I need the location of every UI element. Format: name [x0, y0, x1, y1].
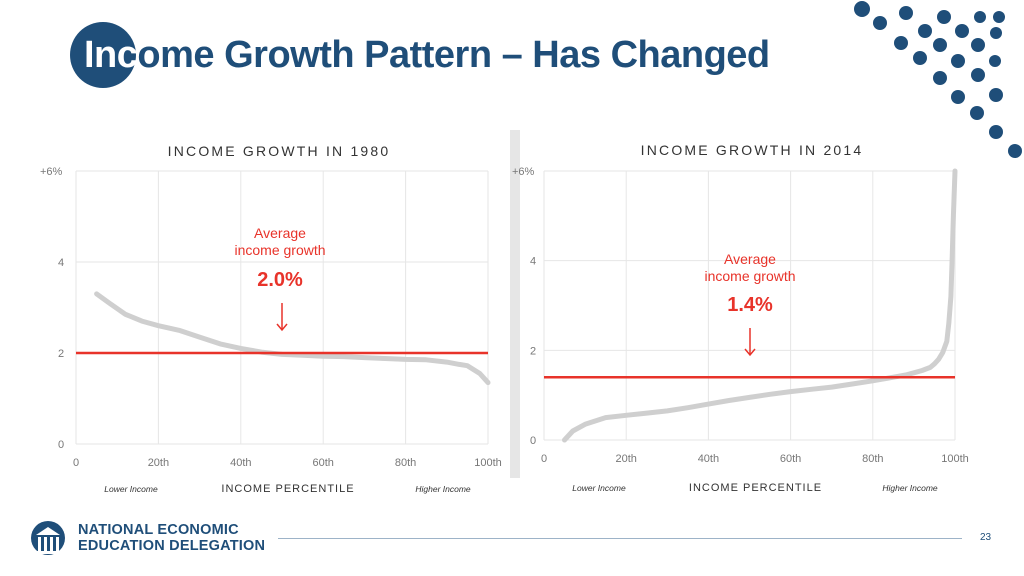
charts-area: INCOME GROWTH IN 1980 0 2 4 +6% 0 20th 40th 60th… — [40, 130, 970, 495]
annotation-value: 2.0% — [257, 269, 303, 291]
x-left-note: Lower Income — [572, 483, 626, 493]
y-tick-label: 4 — [530, 256, 536, 268]
chart-title: INCOME GROWTH IN 2014 — [641, 142, 864, 158]
x-tick-label: 60th — [312, 457, 333, 469]
y-tick-label: 0 — [58, 439, 64, 451]
slide-title: Income Growth Pattern – Has Changed — [84, 34, 770, 77]
x-tick-label: 20th — [615, 453, 636, 465]
y-tick-label: 0 — [530, 435, 536, 447]
y-tick-label: 4 — [58, 257, 64, 269]
y-tick-label: +6% — [512, 166, 535, 178]
x-tick-label: 100th — [474, 457, 502, 469]
title-rest: ome Growth Pattern – Has Changed — [137, 34, 770, 76]
title-highlight: Inc — [84, 34, 138, 76]
x-left-note: Lower Income — [104, 484, 158, 494]
arrow-head — [276, 323, 288, 332]
page-number: 23 — [980, 532, 992, 543]
building-columns-icon — [31, 521, 65, 555]
x-tick-label: 80th — [395, 457, 416, 469]
chart-2014-shadow — [510, 130, 520, 478]
chart-1980-panel — [66, 130, 506, 480]
annotation-line-2: income growth — [704, 268, 795, 284]
y-tick-label: 2 — [530, 345, 536, 357]
y-tick-label: +6% — [40, 166, 63, 178]
income-growth-curve — [94, 291, 491, 386]
y-tick-label: 2 — [58, 348, 64, 360]
income-growth-curve — [562, 168, 958, 443]
arrow-head — [744, 348, 756, 357]
chart-title: INCOME GROWTH IN 1980 — [168, 143, 391, 159]
x-tick-label: 0 — [73, 457, 79, 469]
x-right-note: Higher Income — [415, 484, 471, 494]
annotation-line-1: Average — [724, 251, 776, 267]
need-logo: NATIONAL ECONOMIC EDUCATION DELEGATION — [30, 520, 270, 560]
chart-1980: INCOME GROWTH IN 1980 0 2 4 +6% 0 20th 40th 60th… — [40, 143, 502, 495]
logo-line-1: NATIONAL ECONOMIC — [78, 522, 239, 538]
x-axis-label: INCOME PERCENTILE — [689, 482, 822, 494]
x-tick-label: 40th — [698, 453, 719, 465]
annotation-value: 1.4% — [727, 294, 773, 316]
x-axis-label: INCOME PERCENTILE — [221, 483, 354, 495]
x-tick-label: 100th — [941, 453, 969, 465]
x-tick-label: 60th — [780, 453, 801, 465]
footer-divider — [278, 538, 962, 539]
chart-2014: INCOME GROWTH IN 2014 0 2 4 +6% 0 20th 40th 60th… — [512, 142, 969, 494]
logo-line-2: EDUCATION DELEGATION — [78, 538, 266, 554]
annotation-line-1: Average — [254, 225, 306, 241]
x-right-note: Higher Income — [882, 483, 938, 493]
title-circle-accent — [70, 22, 136, 88]
x-tick-label: 20th — [148, 457, 169, 469]
x-tick-label: 0 — [541, 453, 547, 465]
annotation-line-2: income growth — [234, 242, 325, 258]
x-tick-label: 80th — [862, 453, 883, 465]
x-tick-label: 40th — [230, 457, 251, 469]
